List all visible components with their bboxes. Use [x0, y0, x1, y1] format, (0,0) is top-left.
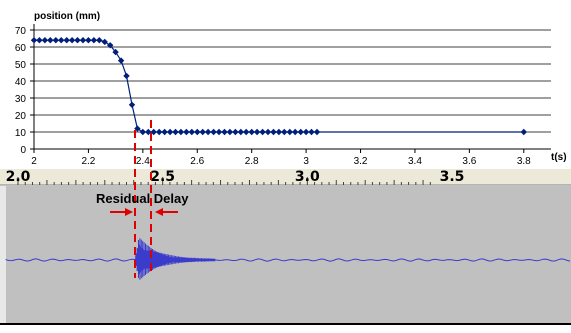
x-ticks: 2 2.2 2.4 2.6 2.8 3 3.2 3.4 3.6 3.8 — [31, 149, 531, 167]
data-point — [47, 37, 54, 44]
data-point — [156, 128, 163, 136]
data-point — [41, 37, 49, 44]
x-tick-label: 2 — [31, 156, 37, 167]
left-arrow-head-icon — [125, 208, 133, 216]
data-point — [215, 128, 223, 136]
data-point — [117, 57, 125, 64]
x-tick-label: 2.2 — [81, 156, 95, 167]
y-tick-label: 0 — [20, 145, 26, 156]
data-point — [52, 37, 59, 44]
data-point — [177, 128, 185, 136]
x-tick-label: 3.6 — [462, 156, 476, 167]
ruler-labels: 2.0 2.5 3.0 3.5 — [6, 169, 465, 185]
data-point — [221, 128, 228, 136]
data-point — [232, 128, 239, 136]
data-point — [520, 128, 527, 136]
data-point — [101, 38, 108, 46]
data-point — [145, 128, 152, 136]
data-point — [226, 128, 234, 136]
data-point — [204, 128, 212, 136]
ruler-label: 3.0 — [295, 169, 320, 185]
ruler-label: 2.0 — [6, 169, 31, 185]
series-line — [34, 39, 524, 133]
data-point — [302, 128, 310, 136]
waveform-burst — [134, 238, 216, 280]
data-point — [139, 128, 146, 136]
data-point — [63, 37, 70, 44]
x-tick-label: 3.4 — [408, 156, 422, 167]
data-point — [237, 128, 244, 136]
x-axis-label: t(s) — [551, 152, 567, 163]
waveform-panel — [0, 186, 571, 325]
waveform-baseline — [5, 258, 571, 262]
x-tick-label: 3 — [303, 156, 309, 167]
annotation-label: Residual Delay — [96, 191, 189, 206]
data-point — [188, 128, 195, 136]
data-point — [96, 37, 103, 44]
axes — [33, 24, 551, 150]
residual-delay-annotation: Residual Delay — [96, 120, 189, 278]
data-point — [161, 128, 168, 136]
data-point — [275, 128, 283, 136]
data-point — [243, 128, 250, 136]
timeline-ruler: 2.0 2.5 3.0 3.5 — [0, 169, 571, 186]
data-point — [183, 128, 190, 136]
data-point — [30, 37, 38, 44]
x-tick-label: 2.4 — [136, 156, 150, 167]
data-point — [128, 101, 136, 108]
data-point — [112, 48, 119, 56]
ruler-ticks — [17, 177, 431, 185]
data-point — [281, 128, 288, 136]
ruler-label: 3.5 — [440, 169, 465, 185]
x-tick-label: 2.6 — [190, 156, 204, 167]
waveform-background — [6, 186, 571, 324]
y-tick-label: 70 — [15, 26, 27, 37]
data-point — [107, 42, 114, 49]
data-point — [150, 128, 157, 136]
data-point — [74, 37, 81, 44]
y-tick-label: 20 — [15, 111, 27, 122]
data-point — [166, 128, 174, 136]
grid-lines — [34, 29, 551, 150]
data-point — [68, 37, 76, 44]
data-point — [123, 72, 130, 80]
y-tick-label: 10 — [15, 128, 27, 139]
data-point — [253, 128, 261, 136]
data-point — [286, 128, 293, 136]
x-tick-label: 3.2 — [354, 156, 368, 167]
y-tick-label: 60 — [15, 43, 27, 54]
data-point — [308, 128, 315, 136]
data-point — [90, 37, 98, 44]
y-axis-label: position (mm) — [34, 11, 100, 22]
x-tick-label: 3.8 — [517, 156, 531, 167]
data-point — [85, 37, 92, 44]
data-point — [58, 37, 65, 44]
ruler-background — [0, 169, 571, 185]
y-tick-label: 40 — [15, 77, 27, 88]
data-point — [259, 128, 266, 136]
data-point — [264, 128, 272, 136]
data-point — [292, 128, 299, 136]
series-position — [30, 37, 527, 136]
y-tick-label: 50 — [15, 60, 27, 71]
data-point — [248, 128, 255, 136]
x-tick-label: 2.8 — [245, 156, 259, 167]
data-point — [297, 128, 304, 136]
y-tick-label: 30 — [15, 94, 27, 105]
right-arrow-head-icon — [155, 208, 163, 216]
ruler-label: 2.5 — [150, 169, 175, 185]
y-ticks: 0 10 20 30 40 50 60 70 — [15, 26, 34, 156]
data-point — [199, 128, 206, 136]
data-point — [36, 37, 43, 44]
data-point — [210, 128, 217, 136]
data-point — [172, 128, 179, 136]
data-point — [270, 128, 277, 136]
data-point — [313, 128, 321, 136]
waveform-left-margin — [0, 186, 6, 324]
data-point — [79, 37, 87, 44]
data-point — [194, 128, 201, 136]
